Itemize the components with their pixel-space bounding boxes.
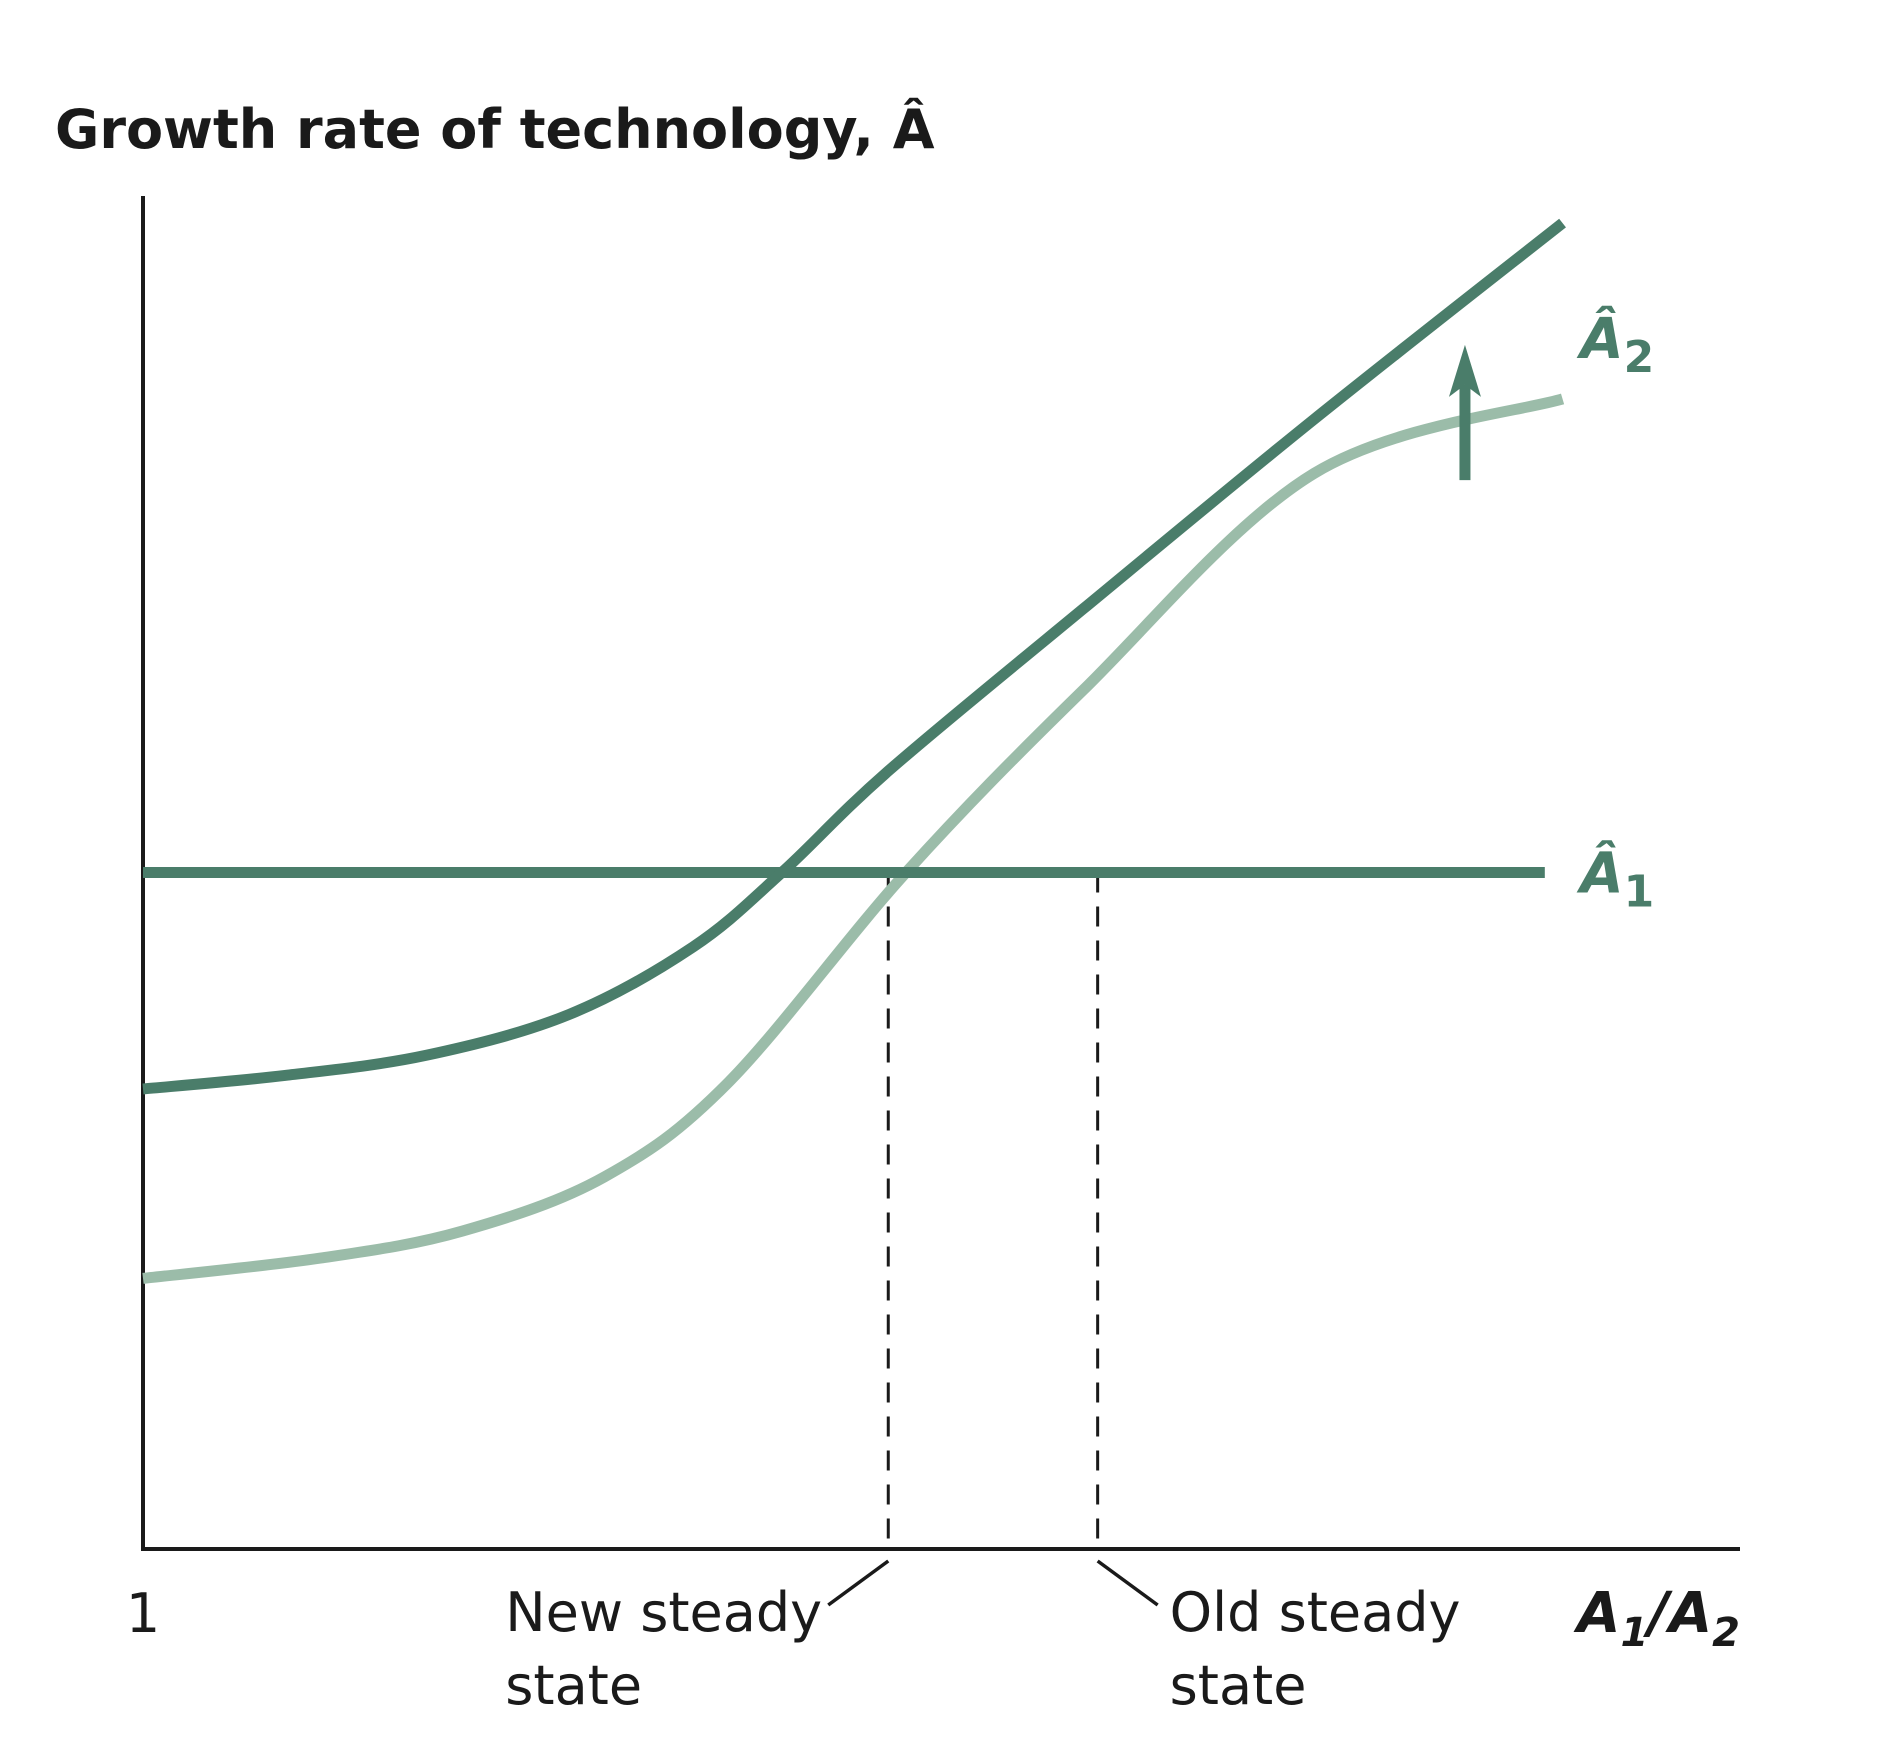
y-axis-title: Growth rate of technology, Â xyxy=(55,98,935,161)
shift-arrowhead-icon xyxy=(1448,344,1481,397)
new-steady-state-label: New steady state xyxy=(505,1581,839,1717)
a2-curve xyxy=(142,218,1566,1095)
old-steady-state-label: Old steady state xyxy=(1170,1581,1478,1717)
new-steady-state-leader-line xyxy=(827,1559,890,1607)
a1-curve-label: Â1 xyxy=(1576,842,1654,918)
x-tick-label-1: 1 xyxy=(126,1582,160,1645)
a2-curve-label: Â2 xyxy=(1576,307,1654,383)
x-axis-label: A1/A2 xyxy=(1573,1581,1740,1656)
old-steady-state-leader-line xyxy=(1096,1559,1159,1607)
original-a2-curve xyxy=(142,393,1565,1284)
